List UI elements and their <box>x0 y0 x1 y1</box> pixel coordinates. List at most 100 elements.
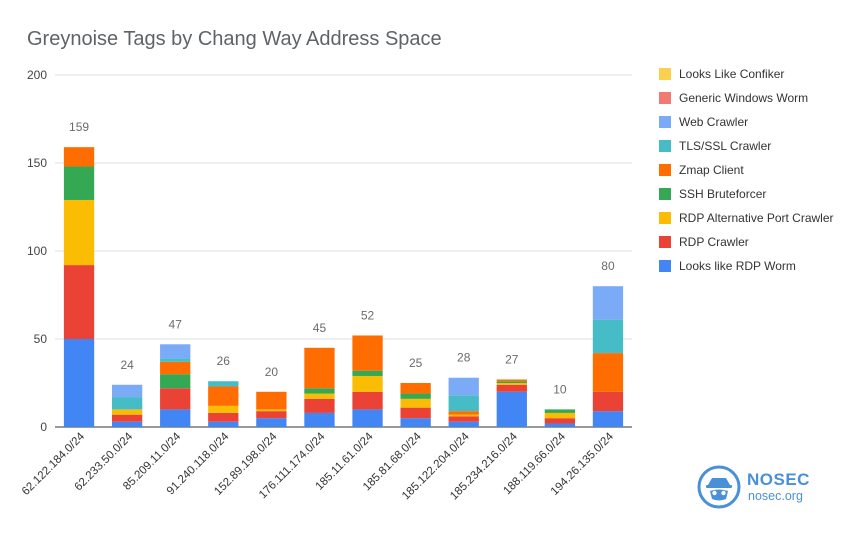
bar-segment[interactable] <box>160 374 191 389</box>
bar-segment[interactable] <box>111 421 143 427</box>
bar-segment[interactable] <box>592 411 624 427</box>
chart-title: Greynoise Tags by Chang Way Address Spac… <box>27 28 442 50</box>
bar-segment[interactable] <box>400 418 431 427</box>
y-tick-label: 150 <box>27 156 47 170</box>
legend-item[interactable]: Looks Like Confiker <box>659 67 784 81</box>
bar-segment[interactable] <box>256 409 287 412</box>
bar-segment[interactable] <box>256 391 287 410</box>
logo-domain: nosec.org <box>748 489 803 503</box>
bar-segment[interactable] <box>208 381 239 387</box>
bar-segment[interactable] <box>111 409 143 415</box>
legend-item[interactable]: RDP Crawler <box>659 235 749 249</box>
nosec-logo: NOSEC nosec.org <box>697 464 817 512</box>
legend-swatch <box>659 188 671 200</box>
legend-swatch <box>659 140 671 152</box>
bar-segment[interactable] <box>496 391 527 427</box>
bar-segment[interactable] <box>400 407 431 419</box>
grid-layer: 0 50 100 150 200 <box>27 68 632 434</box>
bar-segment[interactable] <box>63 265 95 339</box>
bar-segment[interactable] <box>63 166 95 200</box>
bar-segment[interactable] <box>592 319 624 354</box>
legend-label: Web Crawler <box>679 115 748 129</box>
legend-item[interactable]: RDP Alternative Port Crawler <box>659 211 834 225</box>
bar-segment[interactable] <box>400 398 431 408</box>
legend-swatch <box>659 116 671 128</box>
legend[interactable]: Looks Like Confiker Generic Windows Worm W… <box>659 67 834 273</box>
bar-segment[interactable] <box>544 418 576 424</box>
bar-segment[interactable] <box>160 409 191 427</box>
legend-item[interactable]: Zmap Client <box>659 163 744 177</box>
legend-label: Generic Windows Worm <box>679 91 808 105</box>
bar-total-label: 45 <box>313 321 327 335</box>
bar-segment[interactable] <box>304 398 335 413</box>
legend-label: Zmap Client <box>679 163 744 177</box>
bar-segment[interactable] <box>496 379 527 382</box>
legend-item[interactable]: TLS/SSL Crawler <box>659 139 771 153</box>
y-tick-label: 200 <box>27 68 47 82</box>
bar-segment[interactable] <box>304 388 335 394</box>
bar-segment[interactable] <box>256 418 287 427</box>
bar-segment[interactable] <box>304 393 335 399</box>
legend-item[interactable]: Web Crawler <box>659 115 748 129</box>
bar-segment[interactable] <box>352 370 383 376</box>
bar-segment[interactable] <box>160 344 191 359</box>
bar-segment[interactable] <box>352 375 383 392</box>
legend-label: RDP Alternative Port Crawler <box>679 211 834 225</box>
x-axis-labels: 62.122.184.0/2462.233.50.0/2485.209.11.0… <box>20 430 617 502</box>
bar-segment[interactable] <box>160 388 191 410</box>
bar-segment[interactable] <box>63 199 95 266</box>
legend-label: Looks like RDP Worm <box>679 259 796 273</box>
legend-swatch <box>659 68 671 80</box>
bar-segment[interactable] <box>496 384 527 392</box>
legend-item[interactable]: SSH Bruteforcer <box>659 187 766 201</box>
bar-segment[interactable] <box>448 421 479 427</box>
bar-segment[interactable] <box>496 383 527 385</box>
bar-segment[interactable] <box>304 347 335 389</box>
bar-segment[interactable] <box>544 423 576 427</box>
bar-segment[interactable] <box>63 339 95 427</box>
bars-layer <box>63 147 624 427</box>
bar-segment[interactable] <box>400 383 431 394</box>
bar-segment[interactable] <box>160 361 191 375</box>
bar-segment[interactable] <box>592 286 624 320</box>
bar-segment[interactable] <box>208 405 239 413</box>
bar-segment[interactable] <box>448 411 479 415</box>
bar-segment[interactable] <box>448 414 479 417</box>
bar-total-label: 20 <box>265 365 279 379</box>
bar-segment[interactable] <box>208 421 239 427</box>
bar-segment[interactable] <box>448 395 479 412</box>
bar-segment[interactable] <box>448 377 479 396</box>
legend-label: Looks Like Confiker <box>679 67 784 81</box>
bar-segment[interactable] <box>400 393 431 399</box>
bar-segment[interactable] <box>304 412 335 427</box>
bar-total-label: 28 <box>457 351 471 365</box>
bar-segment[interactable] <box>448 416 479 422</box>
bar-segment[interactable] <box>111 414 143 422</box>
bar-segment[interactable] <box>592 353 624 392</box>
bar-segment[interactable] <box>63 147 95 167</box>
bar-total-label: 26 <box>217 354 231 368</box>
bar-segment[interactable] <box>111 384 143 398</box>
bar-total-label: 10 <box>553 382 567 396</box>
bar-segment[interactable] <box>208 386 239 406</box>
bar-segment[interactable] <box>544 409 576 413</box>
bar-segment[interactable] <box>592 391 624 412</box>
legend-label: TLS/SSL Crawler <box>679 139 771 153</box>
legend-label: RDP Crawler <box>679 235 749 249</box>
legend-item[interactable]: Generic Windows Worm <box>659 91 808 105</box>
legend-swatch <box>659 236 671 248</box>
bar-segment[interactable] <box>256 411 287 419</box>
y-tick-label: 0 <box>40 420 47 434</box>
bar-segment[interactable] <box>352 409 383 427</box>
bar-segment[interactable] <box>160 358 191 362</box>
bar-total-label: 80 <box>601 259 615 273</box>
bar-segment[interactable] <box>352 335 383 371</box>
legend-item[interactable]: Looks like RDP Worm <box>659 259 796 273</box>
bar-segment[interactable] <box>496 381 527 383</box>
bar-segment[interactable] <box>544 412 576 419</box>
bar-segment[interactable] <box>208 412 239 422</box>
bar-segment[interactable] <box>111 397 143 410</box>
bar-segment[interactable] <box>352 391 383 410</box>
bar-total-label: 27 <box>505 352 519 366</box>
